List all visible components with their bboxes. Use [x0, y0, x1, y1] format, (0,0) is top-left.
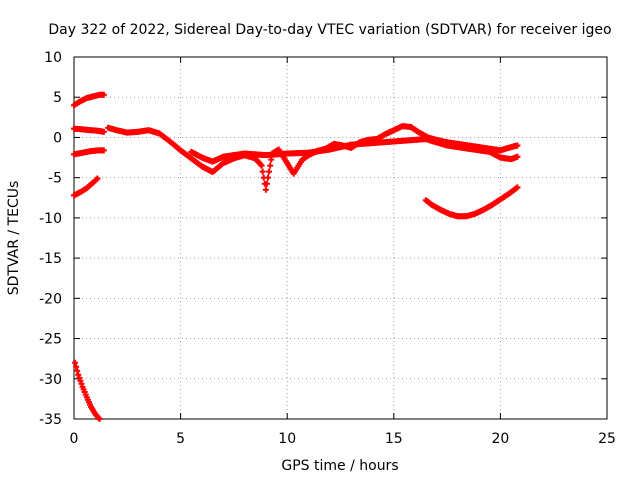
axis-ticks: 0 5 10 15 20 25 10 5 0 -5 -10 -15 -20 -25 -30 -35 — [39, 50, 616, 447]
data-point — [266, 168, 273, 175]
data-point — [75, 371, 82, 378]
series-minus-two-arc — [71, 147, 107, 158]
y-tick-label: -20 — [39, 291, 62, 307]
series-upper-arc — [71, 91, 107, 109]
y-tick-label: -10 — [39, 211, 62, 227]
y-tick-label: -35 — [39, 412, 62, 428]
series-near-zero-arc — [71, 125, 107, 135]
data-point — [94, 175, 101, 182]
y-tick-label: -25 — [39, 332, 62, 348]
data-point — [100, 91, 107, 98]
data-point — [100, 147, 107, 154]
series-minus-six-arc — [71, 175, 101, 199]
data-point — [514, 142, 521, 149]
data-point — [100, 128, 107, 135]
series-deep-arc — [72, 359, 103, 422]
y-tick-label: -15 — [39, 251, 62, 267]
x-tick-label: 20 — [491, 431, 509, 447]
data-point — [96, 416, 103, 422]
data-point — [76, 374, 83, 381]
y-tick-label: 0 — [53, 130, 62, 146]
series-main-track-lower — [188, 136, 521, 165]
x-tick-label: 5 — [176, 431, 185, 447]
data-point — [78, 380, 85, 387]
data-point — [262, 186, 269, 193]
data-marks — [71, 91, 521, 422]
data-point — [263, 180, 270, 187]
y-tick-label: 5 — [53, 90, 62, 106]
data-point — [73, 363, 80, 370]
y-tick-label: -30 — [39, 372, 62, 388]
data-point — [72, 359, 79, 366]
y-tick-label: 10 — [44, 50, 62, 66]
x-tick-label: 10 — [278, 431, 296, 447]
y-axis-label: SDTVAR / TECUs — [6, 181, 22, 296]
x-tick-label: 25 — [598, 431, 616, 447]
chart-title: Day 322 of 2022, Sidereal Day-to-day VTE… — [48, 22, 611, 38]
data-point — [514, 153, 521, 160]
data-point — [265, 174, 272, 181]
data-point — [514, 184, 521, 191]
series-late-arc — [422, 184, 521, 220]
data-point — [74, 367, 81, 374]
x-axis-label: GPS time / hours — [281, 458, 398, 474]
data-point — [258, 162, 265, 169]
data-point — [77, 377, 84, 384]
series-main-track — [105, 123, 521, 193]
grid — [74, 57, 607, 419]
y-tick-label: -5 — [48, 171, 62, 187]
data-point — [267, 162, 274, 169]
data-point — [259, 168, 266, 175]
x-tick-label: 0 — [70, 431, 79, 447]
x-tick-label: 15 — [385, 431, 403, 447]
plot-frame — [73, 56, 608, 420]
